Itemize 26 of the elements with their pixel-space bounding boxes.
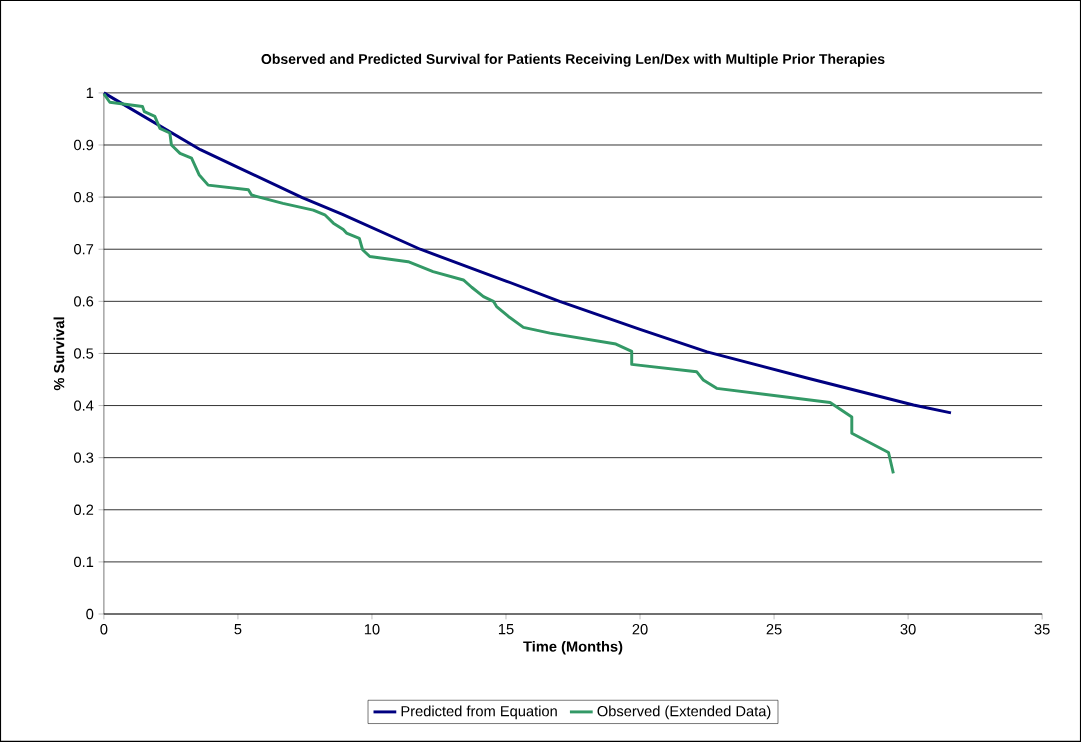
y-tick-label: 0.2 bbox=[74, 504, 94, 516]
x-tick-label: 30 bbox=[900, 624, 916, 635]
y-tick-label: 0.7 bbox=[74, 244, 94, 255]
x-tick-label: 10 bbox=[364, 624, 380, 635]
y-tick-label: 1 bbox=[86, 87, 94, 98]
x-tick-label: 0 bbox=[100, 624, 108, 635]
x-tick-label: 25 bbox=[766, 624, 782, 635]
legend-label: Predicted from Equation bbox=[401, 705, 557, 720]
y-axis-title: % Survival bbox=[53, 317, 65, 391]
y-tick-label: 0.5 bbox=[74, 348, 94, 359]
y-tick-label: 0 bbox=[86, 608, 94, 620]
y-tick-label: 0.4 bbox=[74, 400, 94, 411]
y-tick-label: 0.9 bbox=[74, 139, 94, 151]
x-tick-label: 35 bbox=[1034, 624, 1050, 635]
chart-title: Observed and Predicted Survival for Patients Receiving Len/Dex with Multiple Prior Therapies bbox=[261, 53, 885, 67]
y-tick-label: 0.3 bbox=[74, 452, 94, 463]
x-tick-label: 15 bbox=[498, 624, 514, 635]
x-tick-label: 20 bbox=[632, 624, 648, 635]
y-tick-label: 0.6 bbox=[74, 296, 94, 307]
line-series bbox=[102, 92, 895, 475]
line-series bbox=[102, 91, 953, 415]
y-tick-label: 0.1 bbox=[74, 556, 94, 568]
x-axis-title: Time (Months) bbox=[523, 640, 623, 655]
legend-label: Observed (Extended Data) bbox=[597, 705, 771, 720]
x-tick-label: 5 bbox=[234, 624, 242, 635]
y-tick-label: 0.8 bbox=[74, 191, 94, 203]
